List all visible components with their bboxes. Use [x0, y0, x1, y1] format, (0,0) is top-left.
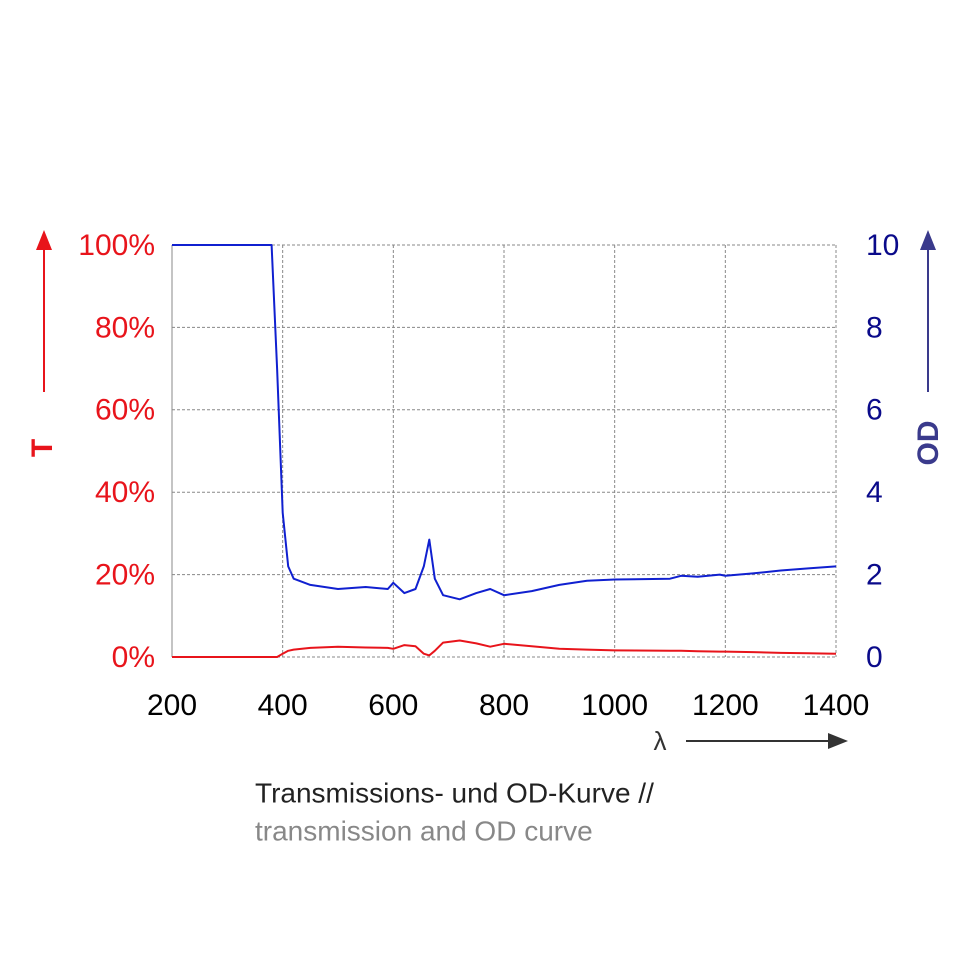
- y-tick-label: 20%: [95, 559, 155, 592]
- y2-tick-label: 8: [866, 311, 883, 344]
- x-label: λ: [654, 726, 667, 756]
- y-tick-label: 80%: [95, 311, 155, 344]
- y-tick-label: 60%: [95, 394, 155, 427]
- x-tick-label: 800: [479, 689, 529, 722]
- series-line: [172, 639, 837, 658]
- y-tick-label: 100%: [78, 229, 155, 262]
- series-line: [172, 244, 837, 601]
- y2-label: OD: [912, 421, 945, 466]
- x-tick-label: 1400: [803, 689, 870, 722]
- caption: transmission and OD curve: [255, 815, 593, 846]
- y-label: T: [26, 439, 59, 457]
- y-tick-label: 0%: [112, 641, 155, 674]
- x-tick-label: 400: [258, 689, 308, 722]
- y2-tick-label: 2: [866, 559, 883, 592]
- x-tick-label: 600: [368, 689, 418, 722]
- y2-tick-label: 10: [866, 229, 899, 262]
- y2-tick-label: 6: [866, 394, 883, 427]
- x-tick-label: 1000: [581, 689, 648, 722]
- y-tick-label: 40%: [95, 476, 155, 509]
- x-tick-label: 200: [147, 689, 197, 722]
- caption: Transmissions- und OD-Kurve //: [255, 777, 654, 808]
- x-tick-label: 1200: [692, 689, 759, 722]
- y2-tick-label: 0: [866, 641, 883, 674]
- y2-tick-label: 4: [866, 476, 883, 509]
